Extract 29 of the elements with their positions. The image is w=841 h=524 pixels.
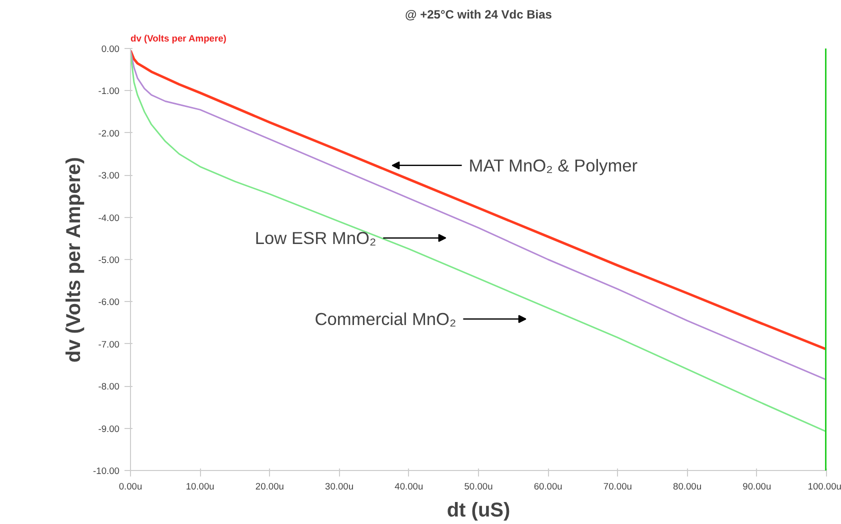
x-tick-label: 30.00u <box>325 482 354 492</box>
x-tick-label: 10.00u <box>186 482 214 492</box>
annotation: Low ESR MnO₂ <box>254 228 376 248</box>
y-tick-label: 0.00 <box>101 44 120 54</box>
chart-title: @ +25°C with 24 Vdc Bias <box>405 8 552 22</box>
x-tick-label: 100.00u <box>808 482 841 492</box>
text: dv (Volts per Ampere) <box>130 34 226 44</box>
x-tick-label: 90.00u <box>742 482 772 492</box>
y-axis-title: dv (Volts per Ampere) <box>63 157 86 363</box>
y-tick-label: -10.00 <box>93 466 120 476</box>
y-tick-label: -9.00 <box>98 424 120 434</box>
y-tick-label: -7.00 <box>98 339 120 350</box>
y-tick-label: -1.00 <box>98 86 120 96</box>
y-tick-label: -4.00 <box>98 212 120 223</box>
y-tick-label: -6.00 <box>98 297 120 308</box>
x-tick-label: 80.00u <box>673 482 702 492</box>
x-axis-title: dt (uS) <box>446 500 510 522</box>
y-tick-label: -8.00 <box>98 382 120 392</box>
annotation: MAT MnO₂ & Polymer <box>468 155 638 176</box>
annotation: Commercial MnO₂ <box>314 309 456 329</box>
x-tick-label: 50.00u <box>464 482 493 492</box>
y-tick-label: -5.00 <box>98 255 120 265</box>
y-tick-label: -3.00 <box>98 170 120 181</box>
x-tick-label: 70.00u <box>603 482 632 492</box>
y-tick-label: -2.00 <box>98 128 120 138</box>
x-tick-label: 40.00u <box>394 482 424 492</box>
x-tick-label: 20.00u <box>255 482 284 492</box>
x-tick-label: 0.00u <box>118 482 142 492</box>
x-tick-label: 60.00u <box>534 482 562 492</box>
